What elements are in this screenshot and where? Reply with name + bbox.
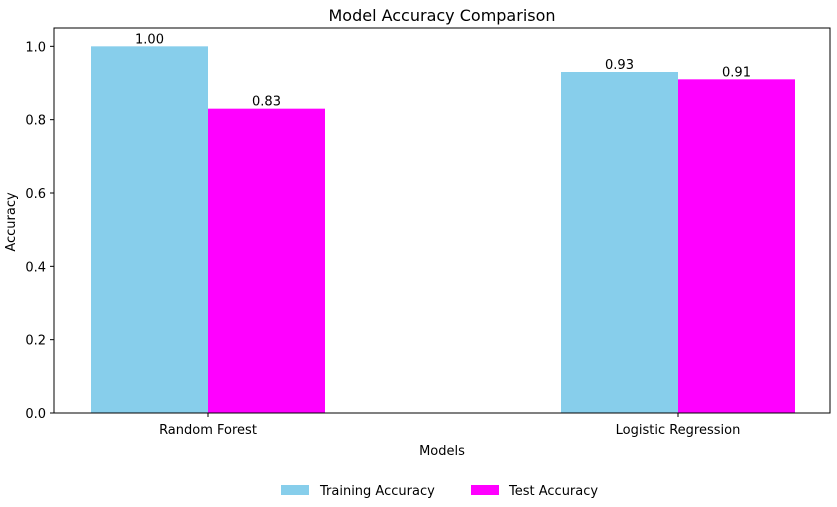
bar-test-1: [678, 79, 795, 413]
data-label: 0.93: [605, 58, 634, 73]
bar-test-0: [208, 108, 325, 414]
data-labels-layer: 1.00 0.93 0.83 0.91: [135, 32, 751, 109]
x-tick-label: Logistic Regression: [616, 423, 741, 438]
legend-label-test: Test Accuracy: [508, 484, 598, 499]
bars-layer: [91, 46, 795, 414]
x-tick-label: Random Forest: [159, 423, 257, 438]
plot-frame: [53, 27, 831, 414]
data-label: 0.83: [252, 95, 281, 110]
y-tick-label: 0.0: [25, 407, 46, 422]
y-tick-label: 1.0: [25, 40, 46, 55]
y-tick-label: 0.6: [25, 187, 46, 202]
y-tick-label: 0.2: [25, 334, 46, 349]
y-axis-ticks: 0.0 0.2 0.4 0.6 0.8 1.0: [25, 40, 54, 422]
data-label: 1.00: [135, 32, 164, 47]
legend: Training Accuracy Test Accuracy: [281, 484, 598, 499]
legend-label-training: Training Accuracy: [319, 484, 435, 499]
bar-training-0: [91, 46, 208, 413]
x-axis-label: Models: [419, 444, 465, 459]
x-axis-ticks: Random Forest Logistic Regression: [159, 413, 740, 438]
data-label: 0.91: [722, 65, 751, 80]
y-tick-label: 0.4: [25, 260, 46, 275]
chart-title: Model Accuracy Comparison: [328, 6, 555, 25]
y-axis-label: Accuracy: [4, 192, 19, 252]
legend-swatch-training: [281, 485, 309, 495]
y-tick-label: 0.8: [25, 114, 46, 129]
bar-training-1: [561, 72, 678, 413]
legend-swatch-test: [471, 485, 499, 495]
